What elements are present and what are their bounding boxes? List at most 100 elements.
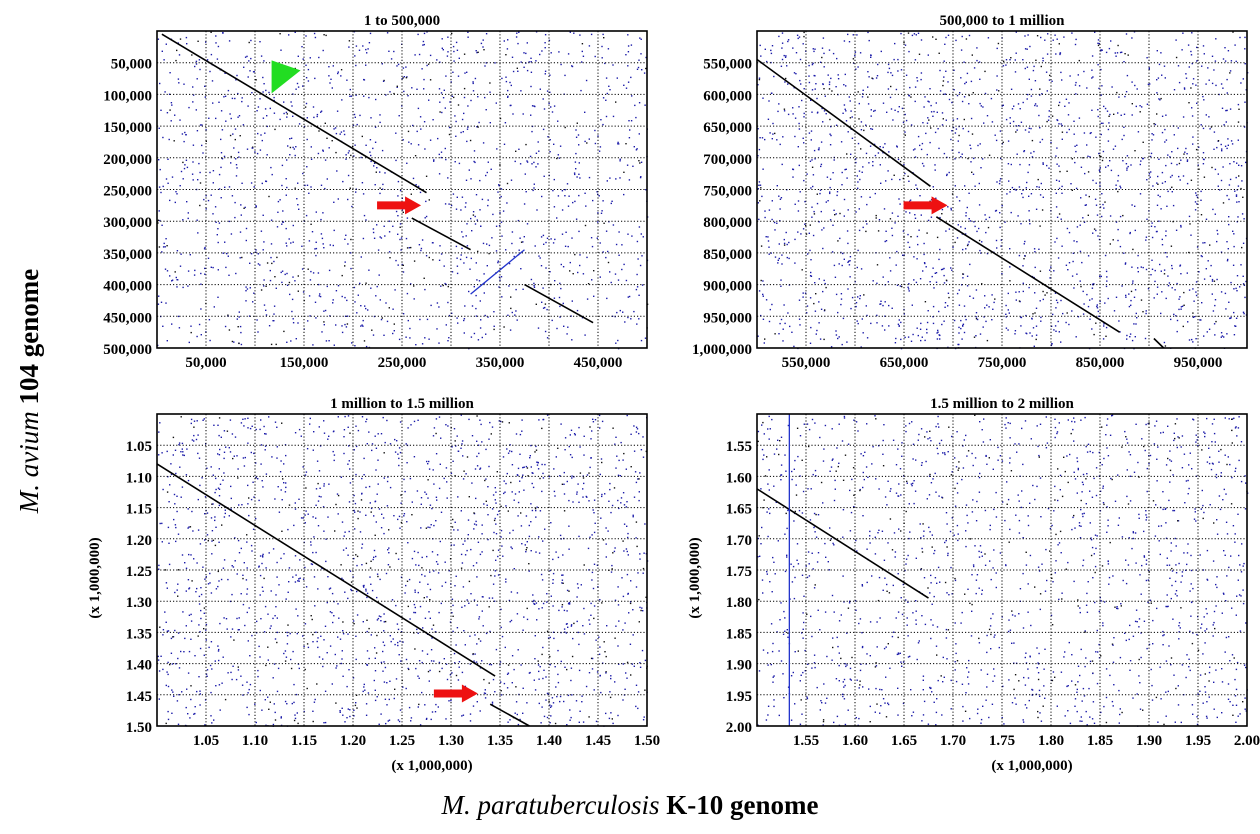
noise-dot xyxy=(874,110,875,111)
noise-dot xyxy=(229,186,230,187)
noise-dot xyxy=(803,36,804,37)
noise-dot xyxy=(544,176,545,177)
noise-dot xyxy=(384,452,385,453)
noise-dot xyxy=(209,319,210,320)
noise-dot xyxy=(1221,150,1222,151)
noise-dot xyxy=(350,89,351,90)
noise-dot xyxy=(255,249,256,250)
noise-dot xyxy=(776,139,777,140)
noise-dot xyxy=(636,323,637,324)
noise-dot xyxy=(1093,334,1094,335)
noise-dot xyxy=(1134,150,1135,151)
noise-dot xyxy=(1039,88,1040,89)
noise-dot xyxy=(627,317,628,318)
noise-dot xyxy=(591,534,592,535)
noise-dot xyxy=(358,295,359,296)
noise-dot xyxy=(325,159,326,160)
noise-dot xyxy=(1233,265,1234,266)
noise-dot xyxy=(354,345,355,346)
noise-dot xyxy=(309,315,310,316)
noise-dot xyxy=(1221,332,1222,333)
noise-dot xyxy=(290,340,291,341)
noise-dot xyxy=(813,303,814,304)
noise-dot xyxy=(271,590,272,591)
noise-dot xyxy=(184,132,185,133)
y-tick-label: 1,000,000 xyxy=(692,342,752,358)
noise-dot xyxy=(1172,191,1173,192)
noise-dot xyxy=(1019,255,1020,256)
noise-dot xyxy=(974,186,975,187)
noise-dot xyxy=(1166,206,1167,207)
noise-dot xyxy=(559,306,560,307)
noise-dot xyxy=(962,273,963,274)
noise-dot xyxy=(163,59,164,60)
noise-dot xyxy=(905,211,906,212)
noise-dot xyxy=(1180,160,1181,161)
noise-dot xyxy=(245,57,246,58)
noise-dot xyxy=(849,260,850,261)
noise-dot xyxy=(457,273,458,274)
noise-dot xyxy=(453,529,454,530)
noise-dot xyxy=(433,469,434,470)
noise-dot xyxy=(1030,152,1031,153)
noise-dot xyxy=(406,462,407,463)
noise-dot xyxy=(1233,246,1234,247)
noise-dot xyxy=(397,215,398,216)
noise-dot xyxy=(230,162,231,163)
noise-dot xyxy=(190,254,191,255)
noise-dot xyxy=(380,236,381,237)
noise-dot xyxy=(642,650,643,651)
noise-dot xyxy=(1118,96,1119,97)
noise-dot xyxy=(1092,180,1093,181)
noise-dot xyxy=(252,482,253,483)
noise-dot xyxy=(629,296,630,297)
noise-dot xyxy=(475,295,476,296)
noise-dot xyxy=(793,169,794,170)
noise-dot xyxy=(527,608,528,609)
noise-dot xyxy=(631,95,632,96)
noise-dot xyxy=(1218,140,1219,141)
noise-dot xyxy=(414,298,415,299)
noise-dot xyxy=(400,227,401,228)
noise-dot xyxy=(188,107,189,108)
noise-dot xyxy=(867,337,868,338)
noise-dot xyxy=(643,568,644,569)
noise-dot xyxy=(541,196,542,197)
noise-dot xyxy=(476,576,477,577)
noise-dot xyxy=(265,699,266,700)
noise-dot xyxy=(1110,243,1111,244)
noise-dot xyxy=(985,321,986,322)
noise-dot xyxy=(947,305,948,306)
noise-dot xyxy=(411,143,412,144)
noise-dot xyxy=(601,210,602,211)
noise-dot xyxy=(762,98,763,99)
noise-dot xyxy=(354,114,355,115)
noise-dot xyxy=(169,664,170,665)
noise-dot xyxy=(406,521,407,522)
noise-dot xyxy=(399,528,400,529)
noise-dot xyxy=(644,72,645,73)
noise-dot xyxy=(306,103,307,104)
noise-dot xyxy=(1239,286,1240,287)
noise-dot xyxy=(932,276,933,277)
noise-dot xyxy=(1049,270,1050,271)
noise-dot xyxy=(954,158,955,159)
noise-dot xyxy=(1225,308,1226,309)
noise-dot xyxy=(1230,282,1231,283)
noise-dot xyxy=(464,318,465,319)
noise-dot xyxy=(1097,307,1098,308)
noise-dot xyxy=(486,109,487,110)
noise-dot xyxy=(1127,155,1128,156)
noise-dot xyxy=(1108,298,1109,299)
noise-dot xyxy=(638,160,639,161)
noise-dot xyxy=(811,159,812,160)
noise-dot xyxy=(634,497,635,498)
noise-dot xyxy=(1167,154,1168,155)
noise-dot xyxy=(178,632,179,633)
noise-dot xyxy=(577,310,578,311)
noise-dot xyxy=(464,305,465,306)
noise-dot xyxy=(453,544,454,545)
noise-dot xyxy=(544,108,545,109)
noise-dot xyxy=(976,316,977,317)
noise-dot xyxy=(345,235,346,236)
